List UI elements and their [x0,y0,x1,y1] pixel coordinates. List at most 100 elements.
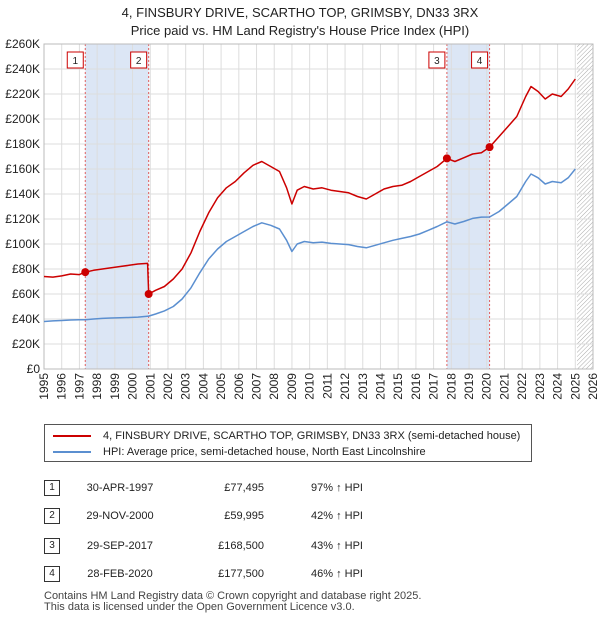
forecast-hatch-area [577,44,593,369]
table-row: 1 30-APR-1997 £77,495 97% ↑ HPI [0,478,600,498]
x-tick-label: 2017 [427,373,441,400]
y-tick-label: £40K [12,312,40,326]
transaction-price: £168,500 [218,540,264,552]
transaction-number: 4 [44,566,60,582]
x-tick-label: 2003 [179,373,193,400]
transaction-point [81,268,90,277]
transaction-label-box [428,51,446,69]
y-tick-label: £160K [5,162,40,176]
transaction-label-box [471,51,489,69]
legend-swatch-property [53,435,91,437]
transaction-point [144,290,153,299]
transaction-point [442,154,451,163]
transaction-points [81,143,494,299]
y-tick-label: £140K [5,187,40,201]
legend-item-property: 4, FINSBURY DRIVE, SCARTHO TOP, GRIMSBY,… [53,429,520,443]
legend-swatch-hpi [53,451,91,453]
transaction-labels: 1 2 3 4 [66,51,489,69]
transaction-price: £59,995 [224,510,264,522]
y-tick-label: £0 [27,362,41,376]
shaded-periods [85,44,490,369]
chart-legend: 4, FINSBURY DRIVE, SCARTHO TOP, GRIMSBY,… [44,424,532,462]
transaction-hpi: 97% ↑ HPI [311,482,363,494]
transaction-label-text: 2 [136,56,142,67]
x-tick-label: 2016 [409,373,423,400]
x-tick-label: 2021 [497,373,511,400]
x-tick-label: 2013 [356,373,370,400]
y-tick-label: £220K [5,87,40,101]
x-tick-label: 1995 [37,373,51,400]
x-tick-label: 2014 [373,373,387,400]
x-tick-label: 2018 [444,373,458,400]
chart-title-line1: 4, FINSBURY DRIVE, SCARTHO TOP, GRIMSBY,… [121,5,479,20]
x-tick-label: 2022 [515,373,529,400]
transaction-label-text: 4 [477,56,483,67]
x-tick-label: 2008 [267,373,281,400]
forecast-hatch [577,44,593,369]
y-tick-label: £180K [5,137,40,151]
legend-label-hpi: HPI: Average price, semi-detached house,… [103,446,426,458]
legend-label-property: 4, FINSBURY DRIVE, SCARTHO TOP, GRIMSBY,… [103,430,521,442]
x-tick-label: 2024 [551,373,565,400]
y-tick-label: £120K [5,212,40,226]
transaction-date: 30-APR-1997 [86,482,154,494]
chart-title-line2: Price paid vs. HM Land Registry's House … [130,23,470,38]
transaction-point [485,143,494,152]
series-line-property [43,78,576,295]
x-tick-label: 2010 [303,373,317,400]
transaction-label-text: 3 [434,56,440,67]
transaction-price: £177,500 [218,568,264,580]
x-tick-label: 2000 [126,373,140,400]
x-tick-label: 2001 [143,373,157,400]
shaded-period [446,44,490,369]
price-chart: 1 2 3 4 £0 £20K £40K £60K £80K £100K £120K £140K £1… [5,37,600,400]
transaction-price: £77,495 [224,482,264,494]
y-tick-label: £60K [12,287,40,301]
x-tick-label: 2020 [480,373,494,400]
x-tick-label: 1996 [55,373,69,400]
legend-item-hpi: HPI: Average price, semi-detached house,… [53,445,426,459]
transaction-number: 2 [44,508,60,524]
y-tick-label: £80K [12,262,40,276]
y-tick-label: £100K [5,237,40,251]
transaction-label-text: 1 [72,56,78,67]
x-tick-label: 1998 [90,373,104,400]
transaction-hpi: 42% ↑ HPI [311,510,363,522]
x-tick-label: 2023 [533,373,547,400]
plot-frame [43,43,594,370]
table-row: 4 28-FEB-2020 £177,500 46% ↑ HPI [0,564,600,584]
x-tick-label: 1999 [108,373,122,400]
shaded-period [85,44,149,369]
x-tick-label: 2006 [232,373,246,400]
transaction-label-box [130,51,148,69]
x-tick-label: 2019 [462,373,476,400]
x-tick-label: 1997 [72,373,86,400]
x-tick-label: 2026 [586,373,600,400]
y-tick-label: £200K [5,112,40,126]
y-tick-label: £260K [5,37,40,51]
y-tick-label: £20K [12,337,40,351]
x-tick-label: 2005 [214,373,228,400]
table-row: 3 29-SEP-2017 £168,500 43% ↑ HPI [0,536,600,556]
x-axis-ticks: 1995 1996 1997 1998 1999 2000 2001 2002 2003 2004… [37,373,600,400]
series-line-hpi [43,168,576,323]
footer-licence: This data is licensed under the Open Gov… [44,601,355,613]
x-tick-label: 2025 [568,373,582,400]
x-tick-label: 2007 [250,373,264,400]
transaction-hpi: 46% ↑ HPI [311,568,363,580]
y-axis-ticks: £0 £20K £40K £60K £80K £100K £120K £140K £160K £1… [5,37,40,376]
footer-copyright: Contains HM Land Registry data © Crown c… [44,590,422,602]
x-tick-label: 2009 [285,373,299,400]
table-row: 2 29-NOV-2000 £59,995 42% ↑ HPI [0,506,600,526]
y-tick-label: £240K [5,62,40,76]
transaction-hpi: 43% ↑ HPI [311,540,363,552]
x-tick-label: 2015 [391,373,405,400]
series-lines [43,78,576,323]
x-tick-label: 2011 [320,373,334,399]
x-tick-label: 2002 [161,373,175,400]
transaction-date: 29-NOV-2000 [86,510,154,522]
transaction-number: 1 [44,480,60,496]
transaction-date: 28-FEB-2020 [87,568,153,580]
transaction-label-box [66,51,84,69]
x-tick-label: 2004 [196,373,210,400]
